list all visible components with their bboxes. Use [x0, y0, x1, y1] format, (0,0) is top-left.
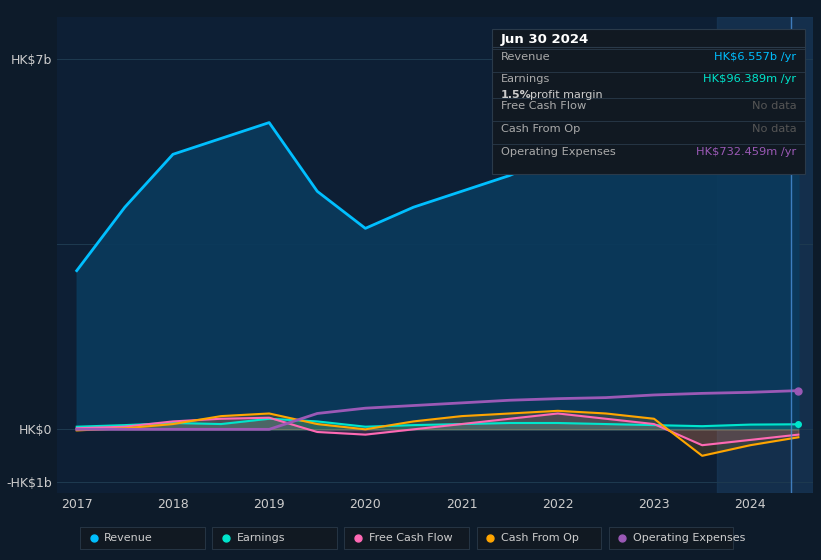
Bar	[609, 526, 733, 549]
Text: Revenue: Revenue	[501, 52, 550, 62]
Bar	[213, 526, 337, 549]
Text: HK$96.389m /yr: HK$96.389m /yr	[703, 74, 796, 85]
Text: Free Cash Flow: Free Cash Flow	[501, 101, 586, 111]
Text: Cash From Op: Cash From Op	[501, 124, 580, 134]
Text: Jun 30 2024: Jun 30 2024	[501, 32, 589, 45]
Bar	[477, 526, 601, 549]
Text: 1.5%: 1.5%	[501, 90, 531, 100]
Text: HK$732.459m /yr: HK$732.459m /yr	[696, 147, 796, 157]
Text: Operating Expenses: Operating Expenses	[633, 533, 745, 543]
Text: profit margin: profit margin	[530, 90, 602, 100]
Text: Earnings: Earnings	[236, 533, 285, 543]
Text: No data: No data	[751, 124, 796, 134]
Bar	[717, 17, 813, 493]
Text: Revenue: Revenue	[104, 533, 153, 543]
Text: Earnings: Earnings	[501, 74, 550, 85]
Text: Operating Expenses: Operating Expenses	[501, 147, 616, 157]
Bar	[80, 526, 204, 549]
Text: Free Cash Flow: Free Cash Flow	[369, 533, 452, 543]
Text: No data: No data	[751, 101, 796, 111]
Bar	[345, 526, 469, 549]
Text: HK$6.557b /yr: HK$6.557b /yr	[714, 52, 796, 62]
Bar	[492, 29, 805, 174]
Text: Cash From Op: Cash From Op	[501, 533, 579, 543]
